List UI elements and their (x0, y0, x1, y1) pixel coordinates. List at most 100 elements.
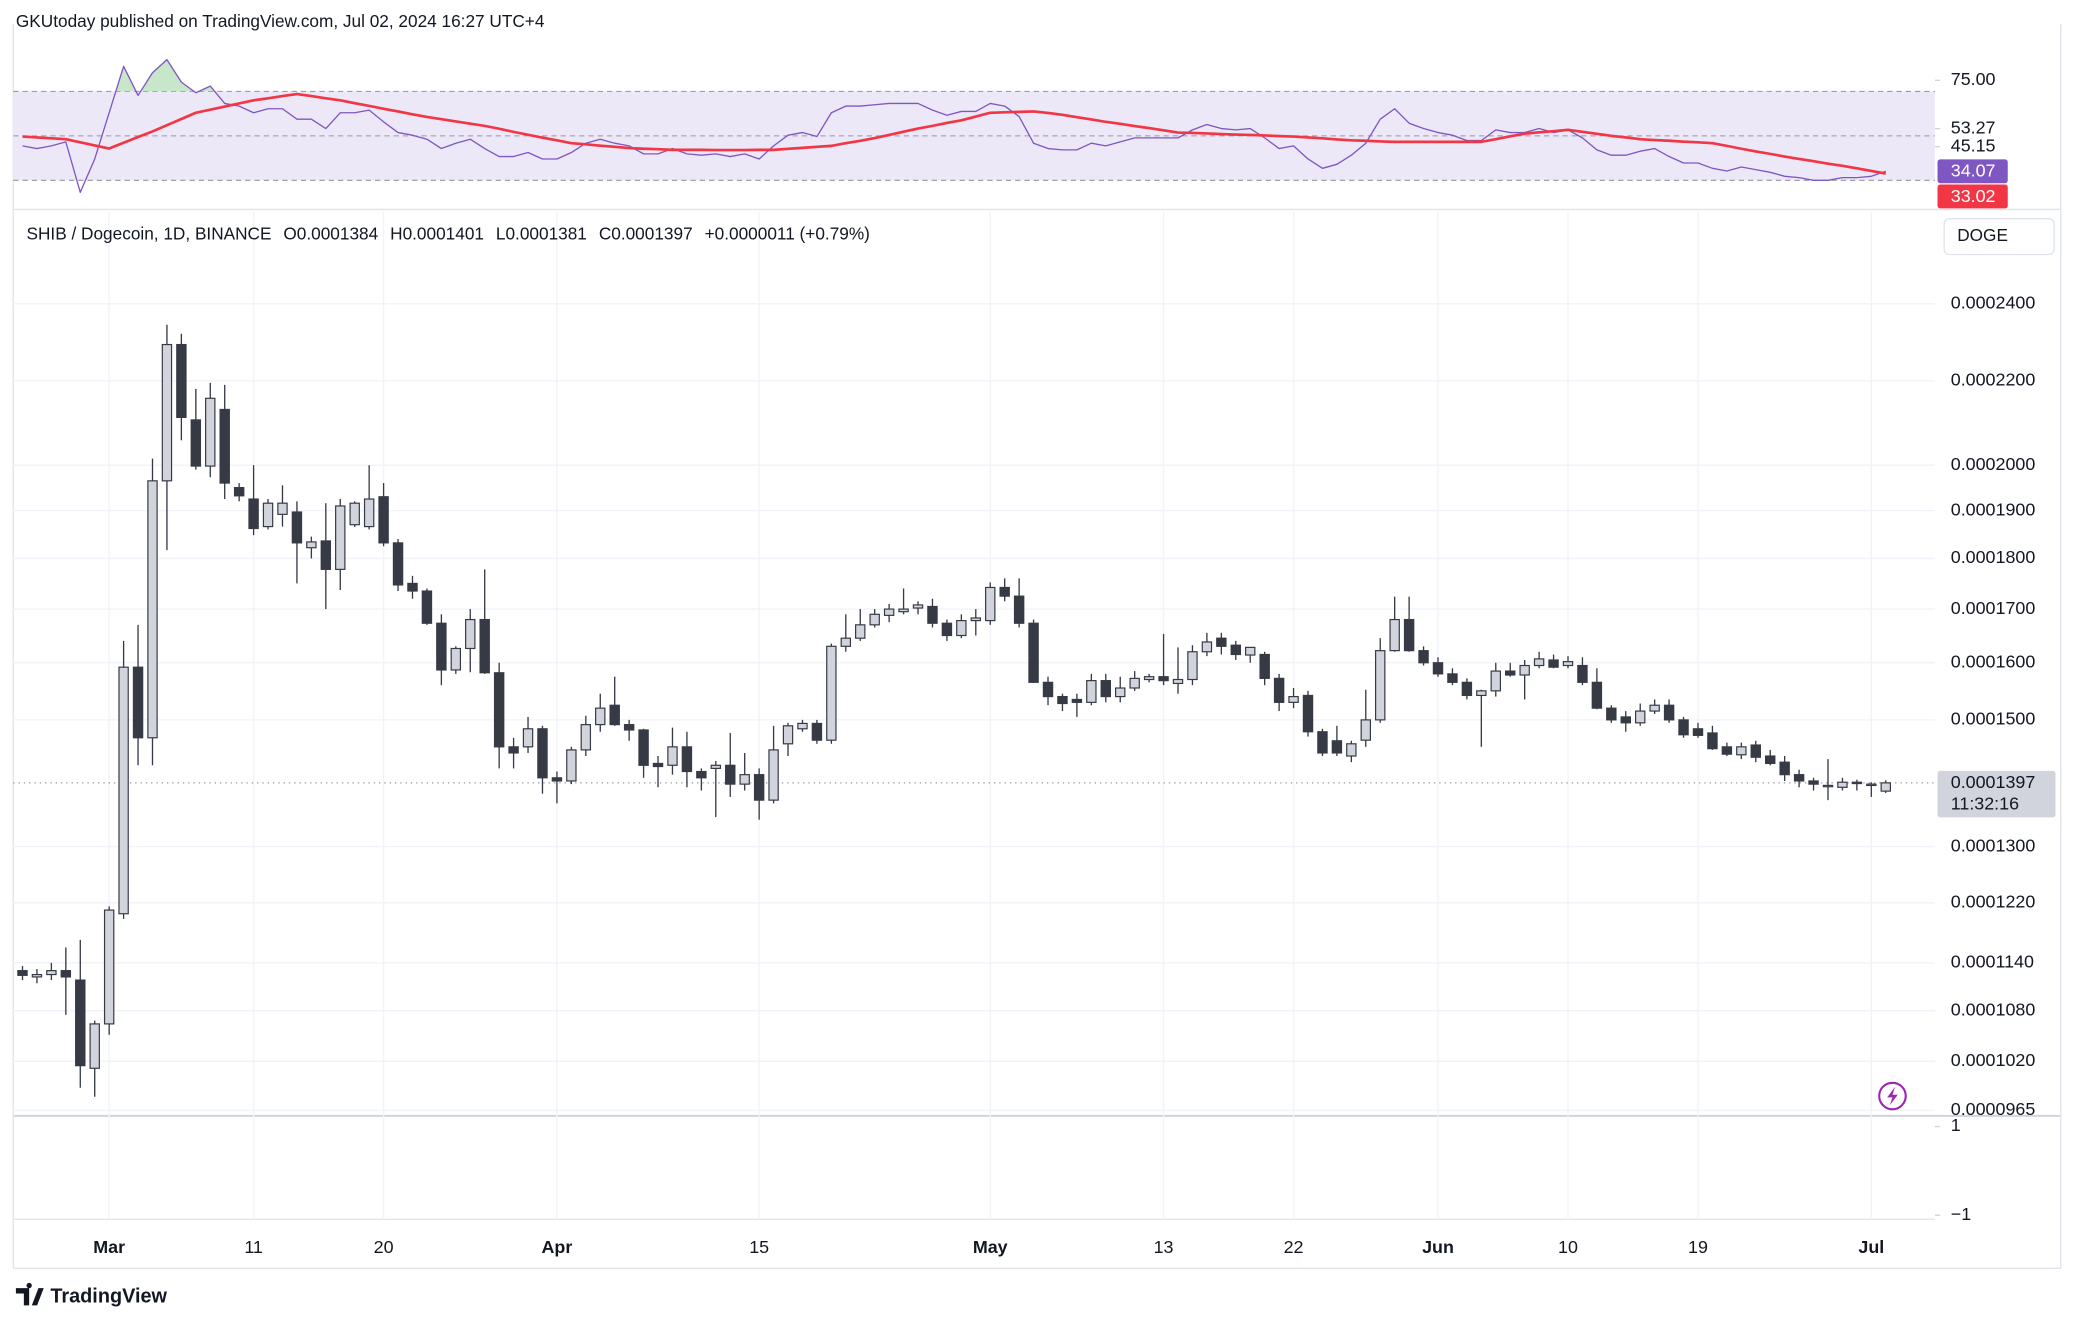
candle-body (103, 909, 115, 1025)
indicator-tick-label: 45.15 (1951, 135, 1996, 155)
candle-body (696, 770, 707, 779)
time-tick-label: Jun (1422, 1237, 1454, 1257)
candle-body (335, 505, 346, 570)
candle-body (1331, 740, 1343, 754)
candle-body (1317, 731, 1328, 754)
time-tick-label: Mar (93, 1237, 125, 1257)
candle-body (407, 582, 418, 592)
candle-body (970, 617, 982, 622)
candle-body (190, 419, 202, 467)
candle-body (1490, 670, 1501, 692)
candle-body (392, 542, 404, 586)
price-tick-label: 0.0001080 (1951, 999, 2036, 1019)
brand[interactable]: TradingView (15, 1282, 168, 1308)
currency-button[interactable]: DOGE (1943, 218, 2055, 256)
candle-body (1346, 743, 1357, 757)
candle-body (840, 637, 852, 647)
candle-body (1057, 695, 1068, 705)
candle-body (465, 618, 476, 650)
last-price-badge (1937, 770, 2056, 818)
ohlc-change: +0.0000011 (+0.79%) (705, 223, 870, 243)
time-tick-label: 10 (1558, 1237, 1578, 1257)
candle-body (1418, 650, 1429, 664)
candle-body (1042, 681, 1054, 698)
legend: SHIB / Dogecoin, 1D, BINANCE O0.0001384 H0… (27, 223, 870, 243)
candle-body (1288, 695, 1299, 703)
currency-button-box[interactable] (1943, 218, 2055, 256)
candle-body (1100, 680, 1112, 698)
time-tick-label: 11 (244, 1237, 263, 1257)
candle-body (898, 608, 909, 613)
candle-body (1649, 704, 1660, 712)
candle-body (1606, 707, 1617, 721)
candle-body (118, 666, 129, 915)
brand-name[interactable]: TradingView (50, 1286, 167, 1308)
price-tick-label: 0.0000965 (1951, 1099, 2036, 1119)
lightning-icon[interactable] (1878, 1081, 1907, 1111)
icon-circle[interactable] (1878, 1081, 1907, 1111)
candle-body (89, 1023, 100, 1069)
candle-body (1808, 780, 1819, 785)
candle-body (1158, 676, 1169, 682)
candle-body (1389, 618, 1400, 652)
candle-body (1692, 728, 1704, 736)
price-tick-label: 0.0001700 (1951, 598, 2036, 618)
candle-body (1750, 744, 1761, 758)
time-tick-label: 15 (749, 1237, 769, 1257)
candle-body (580, 724, 592, 751)
candle-body (1548, 659, 1559, 668)
candle-body (1736, 746, 1747, 756)
candle-body (147, 480, 158, 739)
candle-body (1129, 677, 1140, 689)
indicator-value-badge (1937, 184, 2008, 209)
indicator-tick-label: 75.00 (1951, 69, 1996, 89)
candle-body (1634, 710, 1646, 724)
candle-body (855, 624, 866, 639)
candle-body (363, 498, 375, 528)
candle-body (883, 608, 895, 616)
candle-body (522, 728, 534, 748)
brand-logo[interactable] (15, 1282, 44, 1306)
candle-body (1505, 670, 1516, 676)
candle-body (1577, 664, 1588, 683)
candle-body (1259, 653, 1270, 679)
rsi-ma-line (22, 92, 1886, 175)
candle-body (912, 604, 924, 609)
candle-body (797, 722, 808, 730)
candle-body (1678, 719, 1689, 736)
candle-body (479, 618, 490, 674)
price-tick-label: 0.0001900 (1951, 499, 2036, 519)
candle-body (421, 590, 433, 624)
candle-body (638, 729, 649, 766)
indicator-value-badge (1937, 159, 2008, 184)
candle-body (652, 762, 664, 768)
candle-body (623, 724, 635, 731)
candle-body (725, 764, 736, 785)
time-tick-label: Apr (542, 1237, 573, 1257)
publish-info: GKUtoday published on TradingView.com, J… (16, 11, 545, 31)
currency-label[interactable]: DOGE (1957, 225, 2008, 245)
candle-body (1201, 641, 1213, 653)
price-tick-label: 0.0001220 (1951, 892, 2036, 912)
candle-body (1866, 783, 1877, 787)
candle-body (1447, 673, 1458, 683)
candle-body (1273, 677, 1285, 703)
candle-body (537, 728, 548, 779)
price-tick-label: 0.0001500 (1951, 709, 2036, 729)
candle-body (46, 970, 57, 976)
candle-body (768, 749, 779, 801)
rsi-pane (13, 58, 1935, 193)
candle-body (667, 746, 678, 766)
candle-body (31, 973, 43, 978)
price-tick-label: 0.0002200 (1951, 370, 2036, 390)
candle-body (753, 774, 765, 801)
last-price-label: 0.0001397 (1951, 772, 2036, 792)
ohlc-low: L0.0001381 (496, 223, 587, 243)
candle-body (1764, 755, 1776, 765)
candle-body (595, 707, 606, 726)
candle-body (233, 487, 245, 497)
candle-body (566, 749, 577, 782)
icon-bolt[interactable] (1887, 1086, 1898, 1106)
candle-body (985, 586, 996, 622)
